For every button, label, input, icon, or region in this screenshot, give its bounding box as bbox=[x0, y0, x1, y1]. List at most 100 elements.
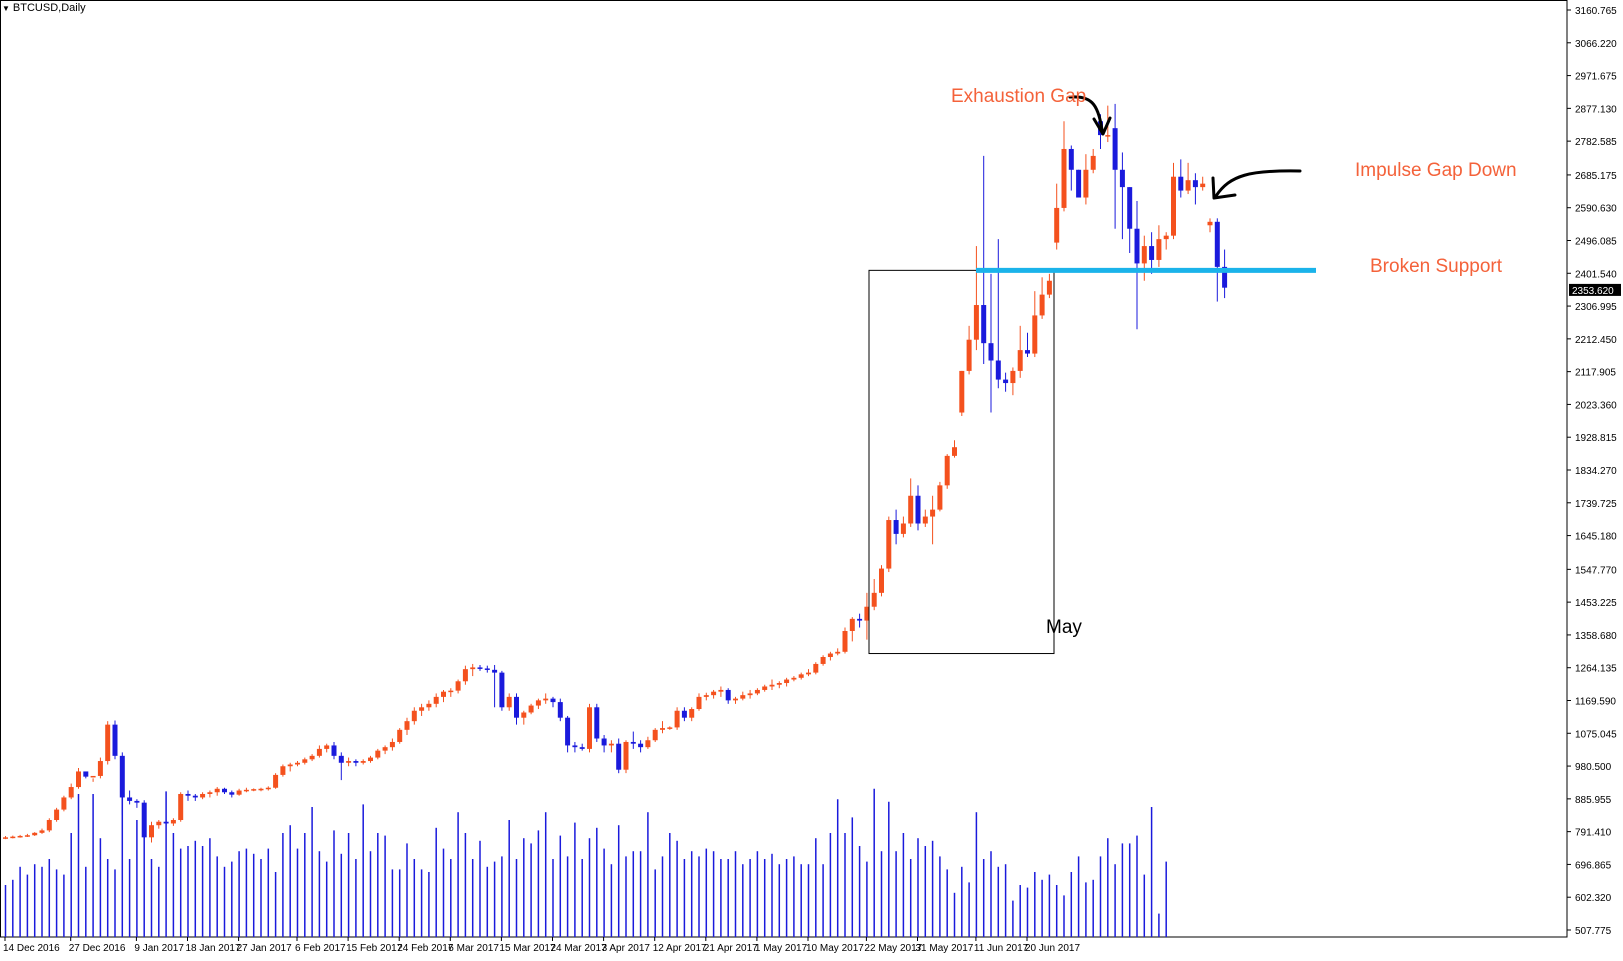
candle-body bbox=[302, 759, 308, 763]
candle-body bbox=[1134, 228, 1140, 264]
y-tick-label: 2782.585 bbox=[1575, 137, 1617, 148]
candle-body bbox=[368, 757, 373, 762]
candle-body bbox=[754, 689, 760, 694]
y-tick-label: 602.320 bbox=[1575, 893, 1612, 904]
candle-body bbox=[608, 743, 614, 746]
x-tick-label: 21 Apr 2017 bbox=[704, 943, 758, 954]
candle-body bbox=[1149, 246, 1155, 260]
candle-body bbox=[1200, 183, 1206, 188]
candle-body bbox=[776, 683, 782, 685]
candle-body bbox=[419, 707, 425, 711]
candle-body bbox=[90, 775, 96, 778]
candle-body bbox=[689, 709, 695, 718]
candle-body bbox=[10, 836, 16, 839]
candle-body bbox=[879, 568, 884, 593]
candle-body bbox=[857, 618, 863, 621]
candle-body bbox=[711, 691, 717, 696]
candle-body bbox=[528, 705, 534, 713]
candle-body bbox=[1141, 246, 1147, 264]
y-tick-label: 885.955 bbox=[1575, 795, 1612, 806]
candle-body bbox=[1090, 155, 1096, 170]
y-tick-label: 2971.675 bbox=[1575, 72, 1617, 83]
exhaustion-gap-arrow bbox=[1068, 95, 1104, 132]
current-price-tag bbox=[1569, 283, 1621, 296]
candle-body bbox=[696, 696, 702, 710]
y-tick-label: 2306.995 bbox=[1575, 302, 1617, 313]
candle-body bbox=[375, 750, 381, 758]
candle-body bbox=[543, 698, 549, 701]
candle-body bbox=[601, 738, 607, 746]
candle-body bbox=[660, 728, 665, 730]
may-box-label: May bbox=[1046, 617, 1082, 638]
candle-body bbox=[68, 787, 74, 798]
y-tick-label: 1075.045 bbox=[1575, 729, 1617, 740]
triangle-down-icon[interactable]: ▼ bbox=[2, 3, 10, 13]
candle-body bbox=[1222, 266, 1228, 288]
candle-body bbox=[1068, 148, 1074, 170]
candle-body bbox=[995, 360, 1001, 380]
candle-body bbox=[886, 520, 892, 569]
candle-body bbox=[813, 663, 819, 673]
candle-body bbox=[1119, 169, 1125, 188]
y-tick-label: 1453.225 bbox=[1575, 598, 1617, 609]
y-tick-label: 696.865 bbox=[1575, 860, 1612, 871]
candle-body bbox=[76, 771, 81, 788]
candle-body bbox=[316, 748, 322, 756]
x-tick-label: 3 Apr 2017 bbox=[602, 943, 651, 954]
candle-body bbox=[798, 674, 804, 678]
candle-body bbox=[127, 797, 133, 801]
candle-body bbox=[360, 761, 366, 763]
candle-body bbox=[83, 771, 89, 777]
candle-body bbox=[32, 832, 38, 836]
candle-body bbox=[222, 788, 227, 793]
x-tick-label: 24 Feb 2017 bbox=[397, 943, 454, 954]
x-tick-label: 12 Apr 2017 bbox=[653, 943, 707, 954]
x-tick-label: 14 Dec 2016 bbox=[3, 943, 60, 954]
candle-body bbox=[470, 667, 476, 670]
candles-group bbox=[3, 103, 1228, 843]
candle-body bbox=[338, 755, 344, 763]
y-axis: 3160.765 3066.220 2971.675 2877.130 2782.585… bbox=[1567, 6, 1621, 937]
candle-body bbox=[492, 669, 498, 673]
x-tick-label: 6 Feb 2017 bbox=[295, 943, 346, 954]
candle-body bbox=[587, 707, 592, 749]
overlays-group bbox=[868, 95, 1316, 655]
candle-body bbox=[506, 696, 512, 708]
candle-body bbox=[733, 698, 738, 701]
candle-body bbox=[3, 837, 8, 839]
candle-body bbox=[769, 684, 775, 687]
candle-body bbox=[535, 700, 541, 706]
candle-body bbox=[871, 592, 877, 607]
candle-body bbox=[594, 707, 600, 739]
candle-body bbox=[638, 743, 644, 748]
candle-body bbox=[1054, 207, 1060, 243]
candle-body bbox=[273, 774, 279, 788]
candle-body bbox=[295, 762, 300, 765]
candle-body bbox=[484, 668, 490, 670]
candle-body bbox=[236, 790, 242, 795]
y-tick-label: 3160.765 bbox=[1575, 6, 1617, 17]
candle-body bbox=[192, 795, 198, 798]
candle-body bbox=[265, 787, 271, 790]
candle-body bbox=[39, 830, 45, 833]
candle-body bbox=[791, 677, 797, 680]
candle-body bbox=[1032, 315, 1038, 354]
x-tick-label: 15 Feb 2017 bbox=[346, 943, 403, 954]
candle-body bbox=[243, 789, 249, 792]
candle-body bbox=[170, 819, 176, 824]
candle-body bbox=[630, 741, 636, 744]
candle-body bbox=[1025, 350, 1030, 354]
candle-body bbox=[1046, 280, 1052, 295]
candle-body bbox=[937, 485, 943, 510]
candle-body bbox=[1127, 187, 1133, 229]
y-tick-label: 2590.630 bbox=[1575, 204, 1617, 215]
candle-body bbox=[1192, 180, 1198, 188]
candle-body bbox=[616, 743, 622, 770]
y-tick-label: 507.775 bbox=[1575, 926, 1612, 937]
y-tick-label: 1547.770 bbox=[1575, 565, 1617, 576]
candle-body bbox=[229, 792, 235, 795]
candle-body bbox=[382, 747, 388, 751]
candle-body bbox=[346, 761, 352, 763]
candle-body bbox=[959, 370, 965, 413]
x-axis: 14 Dec 2016 27 Dec 2016 9 Jan 2017 18 Jan 2… bbox=[3, 937, 1080, 954]
